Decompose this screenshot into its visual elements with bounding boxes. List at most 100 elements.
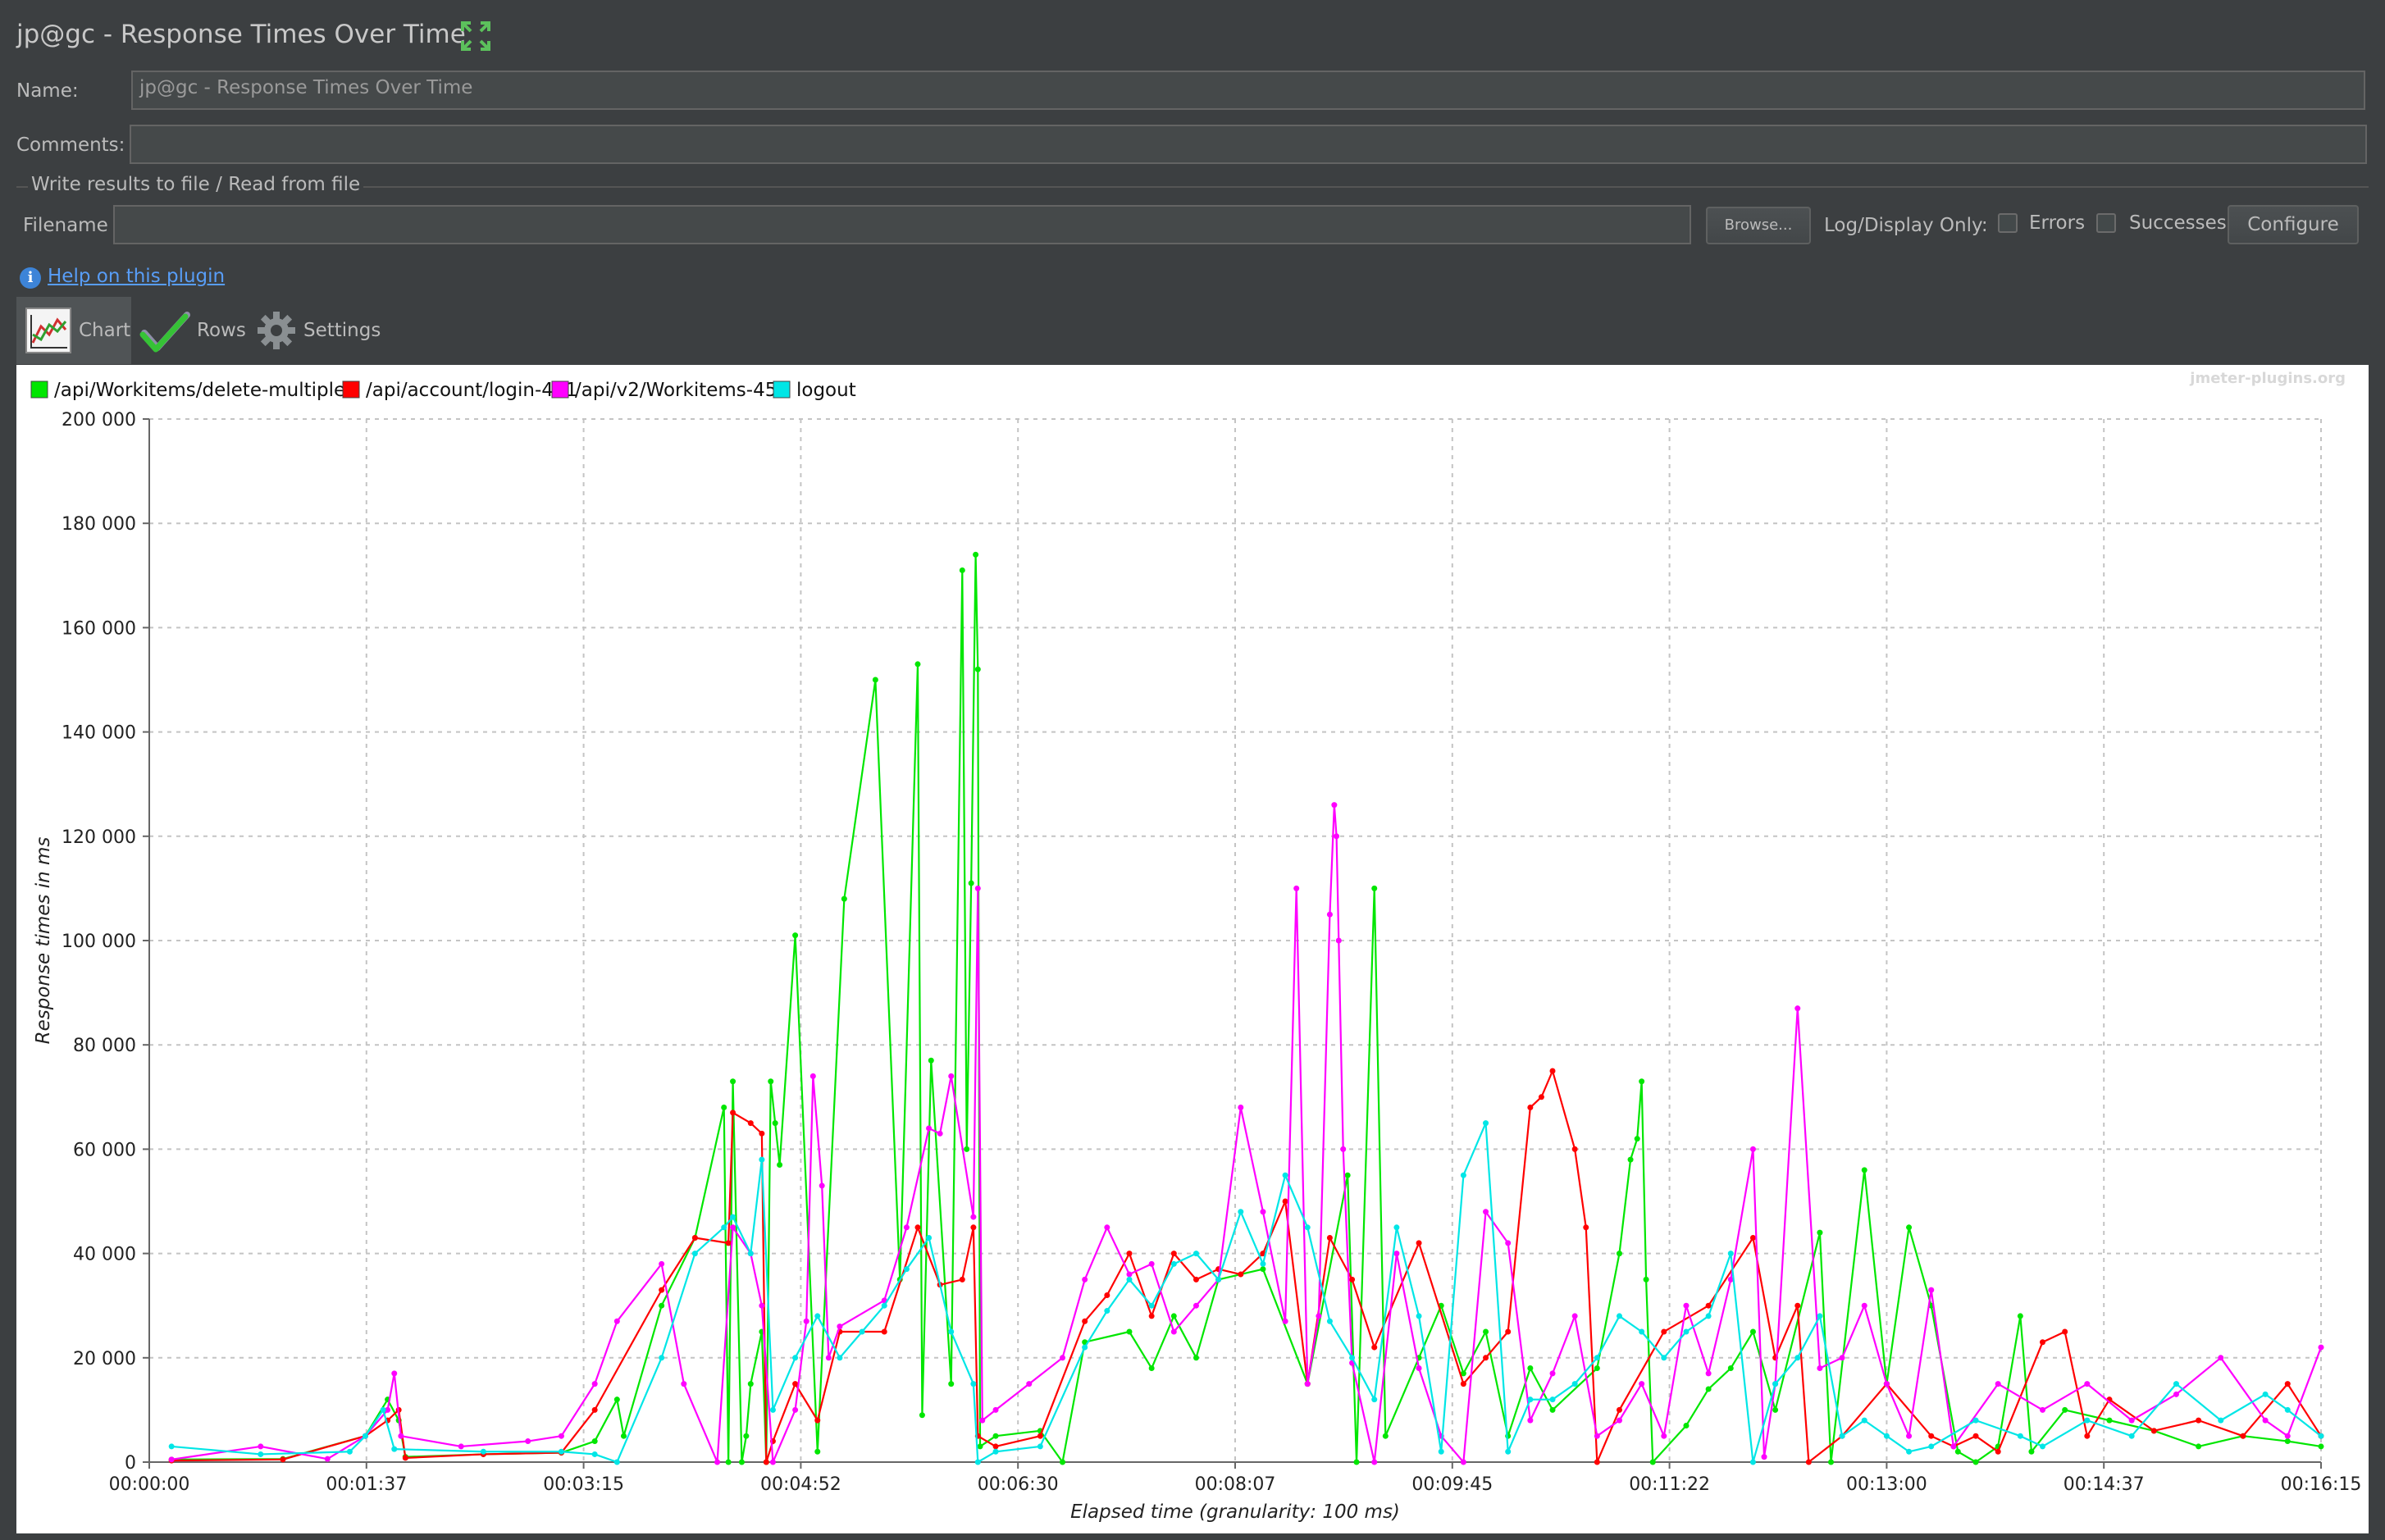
expand-icon[interactable] [459, 20, 492, 52]
name-field[interactable]: jp@gc - Response Times Over Time [131, 71, 2365, 110]
data-point [1340, 1146, 1347, 1152]
data-point [1260, 1260, 1266, 1267]
x-tick-label: 00:04:52 [760, 1474, 841, 1495]
data-point [2284, 1433, 2291, 1439]
data-point [2218, 1417, 2224, 1424]
data-point [970, 1224, 977, 1231]
legend-label: /api/v2/Workitems-453 [575, 380, 789, 401]
data-point [1282, 1172, 1288, 1178]
data-point [1148, 1260, 1155, 1267]
filename-input[interactable] [113, 205, 1691, 244]
data-point [1527, 1417, 1534, 1424]
data-point [2284, 1381, 2291, 1387]
data-point [1749, 1235, 1756, 1242]
data-point [1460, 1459, 1466, 1465]
data-point [1616, 1406, 1622, 1413]
series-line-2 [171, 804, 2323, 1464]
legend-label: /api/Workitems/delete-multiple [54, 380, 345, 401]
data-point [979, 1417, 986, 1424]
data-point [1749, 1459, 1756, 1465]
y-tick-label: 160 000 [62, 618, 136, 639]
data-point [1170, 1260, 1177, 1267]
data-point [926, 1125, 933, 1132]
data-point [1148, 1365, 1155, 1372]
data-point [362, 1433, 368, 1439]
data-point [1331, 802, 1338, 809]
data-point [1037, 1433, 1043, 1439]
configure-button[interactable]: Configure [2228, 205, 2359, 244]
tab-rows[interactable]: Rows [139, 297, 254, 364]
data-point [258, 1443, 264, 1450]
data-point [747, 1120, 754, 1127]
data-point [903, 1266, 910, 1273]
tab-chart[interactable]: Chart [16, 297, 131, 364]
data-point [1104, 1292, 1110, 1298]
data-point [1192, 1276, 1199, 1283]
data-point [1594, 1365, 1600, 1372]
y-tick-label: 60 000 [73, 1140, 136, 1160]
data-point [881, 1328, 887, 1335]
data-point [1416, 1365, 1422, 1372]
data-point [769, 1406, 776, 1413]
y-tick-label: 20 000 [73, 1349, 136, 1369]
successes-checkbox[interactable] [2096, 213, 2116, 233]
data-point [1727, 1251, 1734, 1257]
data-point [1861, 1302, 1867, 1309]
watermark: jmeter-plugins.org [2189, 370, 2346, 387]
data-point [837, 1355, 843, 1361]
errors-checkbox[interactable] [1998, 213, 2018, 233]
data-point [1794, 1302, 1801, 1309]
tab-settings[interactable]: Settings [256, 297, 387, 364]
info-icon: i [20, 267, 41, 289]
data-point [777, 1161, 783, 1168]
data-point [992, 1433, 999, 1439]
successes-label: Successes [2129, 212, 2227, 234]
data-point [1527, 1105, 1534, 1111]
help-link[interactable]: Help on this plugin [48, 266, 226, 287]
x-tick-label: 00:14:37 [2064, 1474, 2145, 1495]
data-point [1393, 1251, 1400, 1257]
data-point [1761, 1454, 1767, 1460]
data-point [1683, 1422, 1690, 1428]
x-tick-label: 00:06:30 [978, 1474, 1059, 1495]
data-point [1349, 1355, 1356, 1361]
data-point [1749, 1146, 1756, 1152]
data-point [2017, 1313, 2023, 1319]
data-point [2028, 1448, 2035, 1455]
window-title: jp@gc - Response Times Over Time [16, 20, 466, 49]
comments-label: Comments: [16, 134, 125, 156]
data-point [1460, 1381, 1466, 1387]
data-point [2173, 1391, 2179, 1397]
data-point [1972, 1433, 1979, 1439]
data-point [480, 1448, 486, 1455]
data-point [1583, 1224, 1589, 1231]
data-point [402, 1455, 408, 1461]
data-point [1571, 1146, 1578, 1152]
browse-button[interactable]: Browse... [1706, 207, 1811, 244]
data-point [1026, 1381, 1033, 1387]
data-point [1344, 1172, 1351, 1178]
data-point [792, 1355, 799, 1361]
data-point [1749, 1328, 1756, 1335]
data-point [772, 1120, 778, 1127]
data-point [2062, 1328, 2068, 1335]
data-point [759, 1302, 765, 1309]
data-point [1037, 1443, 1043, 1450]
data-point [1238, 1105, 1244, 1111]
comments-field[interactable] [130, 125, 2367, 164]
data-point [280, 1456, 286, 1463]
data-point [819, 1182, 825, 1189]
data-point [2173, 1381, 2179, 1387]
data-point [1104, 1224, 1110, 1231]
y-tick-label: 100 000 [62, 932, 136, 952]
gear-icon [258, 312, 295, 349]
data-point [1950, 1443, 1957, 1450]
data-point [346, 1448, 353, 1455]
data-point [391, 1446, 398, 1452]
data-point [2218, 1355, 2224, 1361]
data-point [1661, 1328, 1667, 1335]
data-point [1549, 1068, 1556, 1074]
data-point [1382, 1433, 1389, 1439]
x-tick-label: 00:03:15 [543, 1474, 624, 1495]
data-point [398, 1433, 404, 1439]
